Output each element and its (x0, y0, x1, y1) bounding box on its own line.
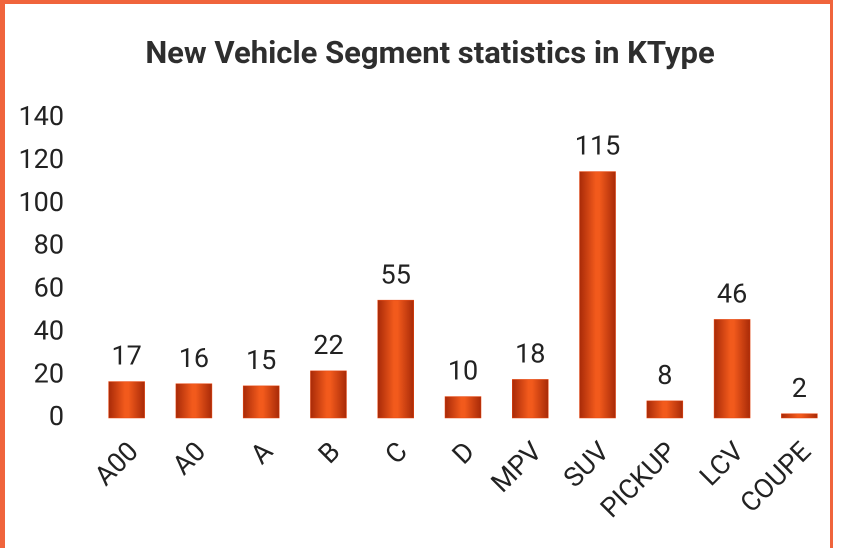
x-tick-label: B (312, 435, 347, 470)
y-tick-label: 140 (18, 100, 64, 132)
bar (108, 381, 145, 419)
data-label: 55 (381, 258, 411, 290)
y-tick-label: 0 (49, 400, 64, 432)
y-tick-label: 80 (34, 229, 64, 261)
x-tick-label: PICKUP (594, 435, 683, 524)
x-tick-label: COUPE (734, 435, 817, 518)
data-label: 15 (246, 344, 276, 376)
x-tick-label: SUV (557, 435, 616, 494)
bar (175, 383, 213, 419)
chart-title: New Vehicle Segment statistics in KType (145, 34, 715, 71)
bar (444, 396, 482, 419)
bar (512, 379, 549, 419)
bar (646, 400, 684, 419)
y-tick-label: 20 (34, 357, 64, 389)
data-label: 22 (313, 329, 343, 361)
y-tick-label: 120 (18, 143, 64, 175)
bar (579, 171, 616, 419)
x-tick-label: MPV (485, 435, 548, 498)
bar (781, 413, 818, 419)
x-tick-label: C (379, 435, 414, 470)
x-tick-label: A0 (166, 435, 212, 481)
data-label: 46 (717, 278, 747, 310)
bar (242, 385, 280, 419)
bar (377, 299, 414, 419)
y-tick-label: 40 (34, 314, 64, 346)
bar (310, 370, 347, 419)
bar (713, 319, 751, 419)
y-tick-label: 60 (34, 272, 64, 304)
data-label: 8 (657, 359, 672, 391)
data-label: 115 (575, 130, 621, 162)
data-label: 2 (792, 372, 807, 404)
data-label: 10 (448, 355, 478, 387)
x-tick-label: LCV (693, 435, 750, 492)
x-tick-label: A00 (88, 435, 145, 492)
data-label: 17 (111, 340, 141, 372)
y-tick-label: 100 (18, 186, 64, 218)
data-label: 18 (515, 338, 545, 370)
x-tick-label: A (244, 435, 279, 470)
data-label: 16 (179, 342, 209, 374)
x-tick-label: D (446, 435, 481, 470)
